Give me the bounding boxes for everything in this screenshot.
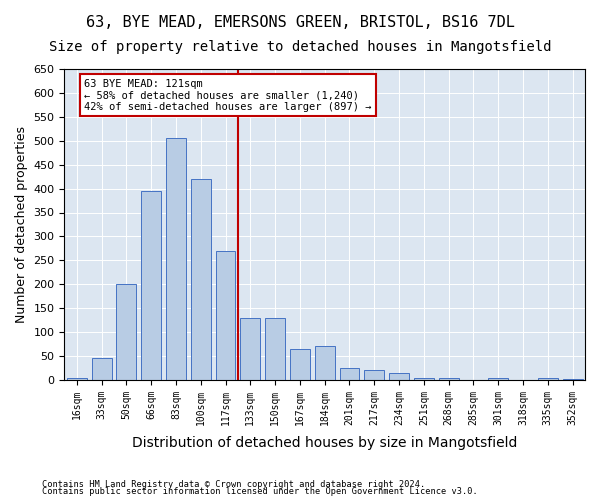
Text: 63 BYE MEAD: 121sqm
← 58% of detached houses are smaller (1,240)
42% of semi-det: 63 BYE MEAD: 121sqm ← 58% of detached ho… [84,78,372,112]
Bar [364,370,384,380]
Bar [389,372,409,380]
Bar [141,191,161,380]
Bar [92,358,112,380]
Bar [488,378,508,380]
Bar [191,179,211,380]
Bar [290,349,310,380]
Bar [439,378,458,380]
X-axis label: Distribution of detached houses by size in Mangotsfield: Distribution of detached houses by size … [132,436,517,450]
Bar [67,378,87,380]
Bar [414,378,434,380]
Bar [340,368,359,380]
Y-axis label: Number of detached properties: Number of detached properties [15,126,28,323]
Text: Contains public sector information licensed under the Open Government Licence v3: Contains public sector information licen… [42,487,478,496]
Bar [241,318,260,380]
Bar [215,251,235,380]
Bar [166,138,186,380]
Bar [315,346,335,380]
Bar [116,284,136,380]
Text: Contains HM Land Registry data © Crown copyright and database right 2024.: Contains HM Land Registry data © Crown c… [42,480,425,489]
Bar [265,318,285,380]
Bar [538,378,558,380]
Bar [563,379,583,380]
Text: Size of property relative to detached houses in Mangotsfield: Size of property relative to detached ho… [49,40,551,54]
Text: 63, BYE MEAD, EMERSONS GREEN, BRISTOL, BS16 7DL: 63, BYE MEAD, EMERSONS GREEN, BRISTOL, B… [86,15,514,30]
